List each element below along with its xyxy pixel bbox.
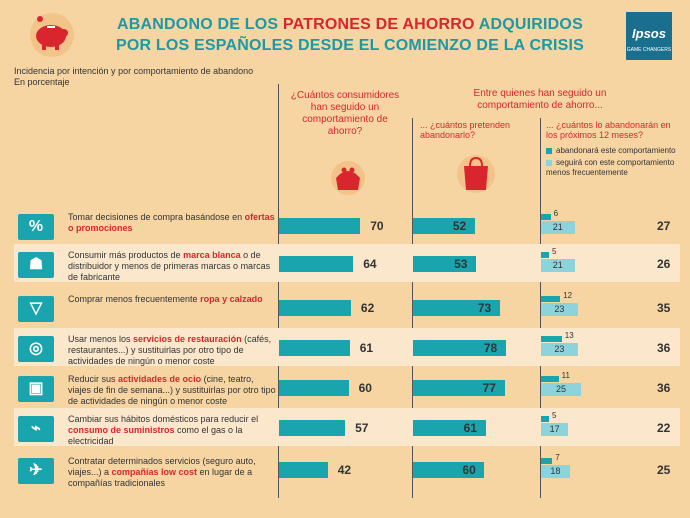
bar-col3-less-frequent: 18 bbox=[541, 465, 570, 478]
bar-col2 bbox=[413, 340, 506, 356]
value-col3-total: 25 bbox=[657, 463, 671, 477]
bar-col3-abandon bbox=[541, 296, 561, 302]
bar-col3-abandon bbox=[541, 336, 562, 342]
value-col3-abandon: 12 bbox=[563, 291, 573, 300]
row-label: Comprar menos frecuentemente ropa y calz… bbox=[68, 294, 263, 304]
shopping-bag-icon bbox=[456, 152, 496, 196]
bar-col3-less-frequent: 21 bbox=[541, 221, 575, 234]
divider-col3 bbox=[540, 118, 541, 498]
bar-col1 bbox=[279, 462, 328, 478]
plug-icon: ⌁ bbox=[18, 416, 54, 442]
ipsos-logo: Ipsos GAME CHANGERS bbox=[626, 12, 672, 60]
value-col3-abandon: 13 bbox=[564, 331, 574, 340]
bar-col3-less-frequent: 25 bbox=[541, 383, 581, 396]
value-col3-total: 36 bbox=[657, 381, 671, 395]
value-col3-total: 36 bbox=[657, 341, 671, 355]
bar-col3-abandon bbox=[541, 416, 549, 422]
value-col1: 61 bbox=[359, 341, 374, 355]
page-title: ABANDONO DE LOS PATRONES DE AHORRO ADQUI… bbox=[115, 16, 585, 54]
value-col3-total: 22 bbox=[657, 421, 671, 435]
bar-col2 bbox=[413, 256, 477, 272]
legend-item-less-frequent: seguirá con este comportamiento menos fr… bbox=[546, 158, 675, 177]
col1-header: ¿Cuántos consumidores han seguido un com… bbox=[290, 90, 400, 137]
bar-col3-less-frequent: 23 bbox=[541, 303, 578, 316]
plate-cutlery-icon: ◎ bbox=[18, 336, 54, 362]
value-col2: 77 bbox=[482, 381, 496, 395]
row-label: Tomar decisiones de compra basándose en … bbox=[68, 212, 275, 233]
col3-header: ... ¿cuántos lo abandonarán en los próxi… bbox=[546, 120, 671, 140]
row-label: Reducir sus actividades de ocio (cine, t… bbox=[68, 374, 276, 406]
airplane-icon: ✈ bbox=[18, 458, 54, 484]
value-col1: 60 bbox=[358, 381, 372, 395]
value-col3-abandon: 5 bbox=[552, 411, 557, 420]
clapperboard-icon: ▣ bbox=[18, 376, 54, 402]
bar-col2 bbox=[413, 300, 500, 316]
value-col1: 57 bbox=[355, 421, 369, 435]
row-label: Cambiar sus hábitos domésticos para redu… bbox=[68, 414, 259, 446]
bar-col3-abandon bbox=[541, 376, 559, 382]
bar-col3-less-frequent: 21 bbox=[541, 259, 575, 272]
value-col3-abandon: 11 bbox=[561, 371, 570, 380]
value-col2: 78 bbox=[483, 341, 498, 355]
row-band bbox=[14, 408, 680, 446]
value-col3-abandon: 7 bbox=[555, 453, 560, 462]
value-col2: 53 bbox=[454, 257, 468, 271]
value-col3-abandon: 5 bbox=[552, 247, 557, 256]
bar-col1 bbox=[279, 300, 351, 316]
value-col2: 61 bbox=[463, 421, 477, 435]
value-col2: 73 bbox=[477, 301, 492, 315]
legend: abandonará este comportamiento seguirá c… bbox=[546, 146, 676, 178]
chart-subtitle: Incidencia por intención y por comportam… bbox=[14, 66, 254, 87]
legend-item-abandon: abandonará este comportamiento bbox=[546, 146, 676, 156]
value-col1: 70 bbox=[370, 219, 384, 233]
bar-col3-abandon bbox=[541, 458, 553, 464]
bar-col2 bbox=[413, 218, 475, 234]
divider-col2 bbox=[412, 118, 413, 498]
value-col3-total: 26 bbox=[657, 257, 671, 271]
bar-col2 bbox=[413, 380, 505, 396]
bar-col2 bbox=[413, 462, 485, 478]
value-col1: 42 bbox=[337, 463, 352, 477]
tshirt-icon: ▽ bbox=[18, 296, 54, 322]
value-col3-abandon: 6 bbox=[553, 209, 559, 218]
value-col1: 62 bbox=[360, 301, 375, 315]
value-col3-total: 27 bbox=[657, 219, 671, 233]
value-col2: 52 bbox=[452, 219, 467, 233]
bar-col3-abandon bbox=[541, 214, 551, 220]
col23-header: Entre quienes han seguido un comportamie… bbox=[473, 88, 607, 111]
divider-col1 bbox=[278, 84, 279, 498]
bar-col1 bbox=[279, 256, 354, 272]
bar-col1 bbox=[279, 380, 349, 396]
row-label: Usar menos los servicios de restauración… bbox=[68, 334, 272, 366]
bar-col3-less-frequent: 17 bbox=[541, 423, 569, 436]
row-label: Consumir más productos de marca blanca o… bbox=[68, 250, 271, 282]
value-col3-total: 35 bbox=[657, 301, 671, 315]
purse-icon bbox=[328, 160, 368, 196]
row-label: Contratar determinados servicios (seguro… bbox=[68, 456, 256, 488]
value-col2: 60 bbox=[462, 463, 476, 477]
col2-header: ... ¿cuántos pretenden abandonarlo? bbox=[420, 120, 511, 140]
bar-col1 bbox=[279, 218, 361, 234]
bar-col1 bbox=[279, 420, 346, 436]
bar-col3-less-frequent: 23 bbox=[541, 343, 578, 356]
bar-col3-abandon bbox=[541, 252, 549, 258]
bar-col1 bbox=[279, 340, 350, 356]
percent-tag-icon: % bbox=[18, 214, 54, 240]
basket-icon: ☗ bbox=[18, 252, 54, 278]
value-col1: 64 bbox=[363, 257, 377, 271]
bar-col2 bbox=[413, 420, 486, 436]
piggy-bank-icon bbox=[24, 12, 80, 58]
